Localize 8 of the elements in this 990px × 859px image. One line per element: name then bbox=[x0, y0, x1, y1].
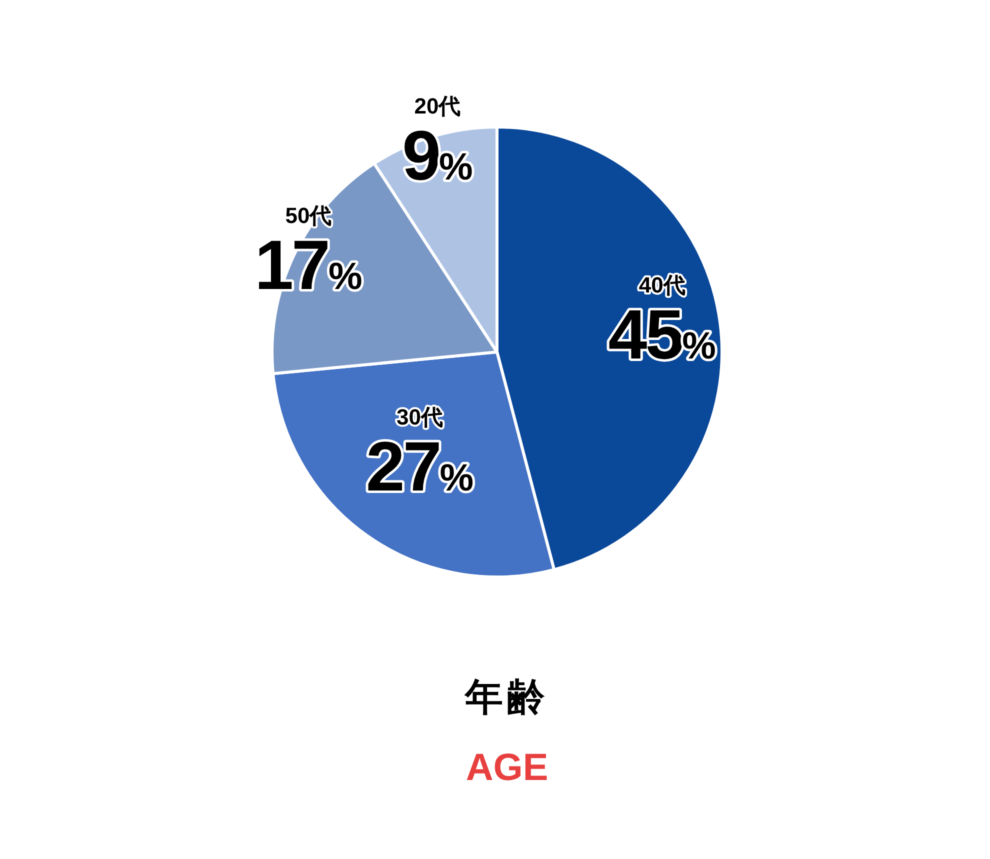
text: AGE bbox=[466, 747, 548, 789]
slice-label: 40代 bbox=[638, 272, 686, 298]
slice-label: 20代 bbox=[414, 93, 461, 118]
data-label: 27% bbox=[366, 428, 474, 506]
data-label: 45% bbox=[608, 296, 716, 374]
data-label: 9% bbox=[402, 116, 473, 194]
text: 年齢 bbox=[464, 677, 549, 719]
slice-label: 30代 bbox=[396, 404, 444, 430]
